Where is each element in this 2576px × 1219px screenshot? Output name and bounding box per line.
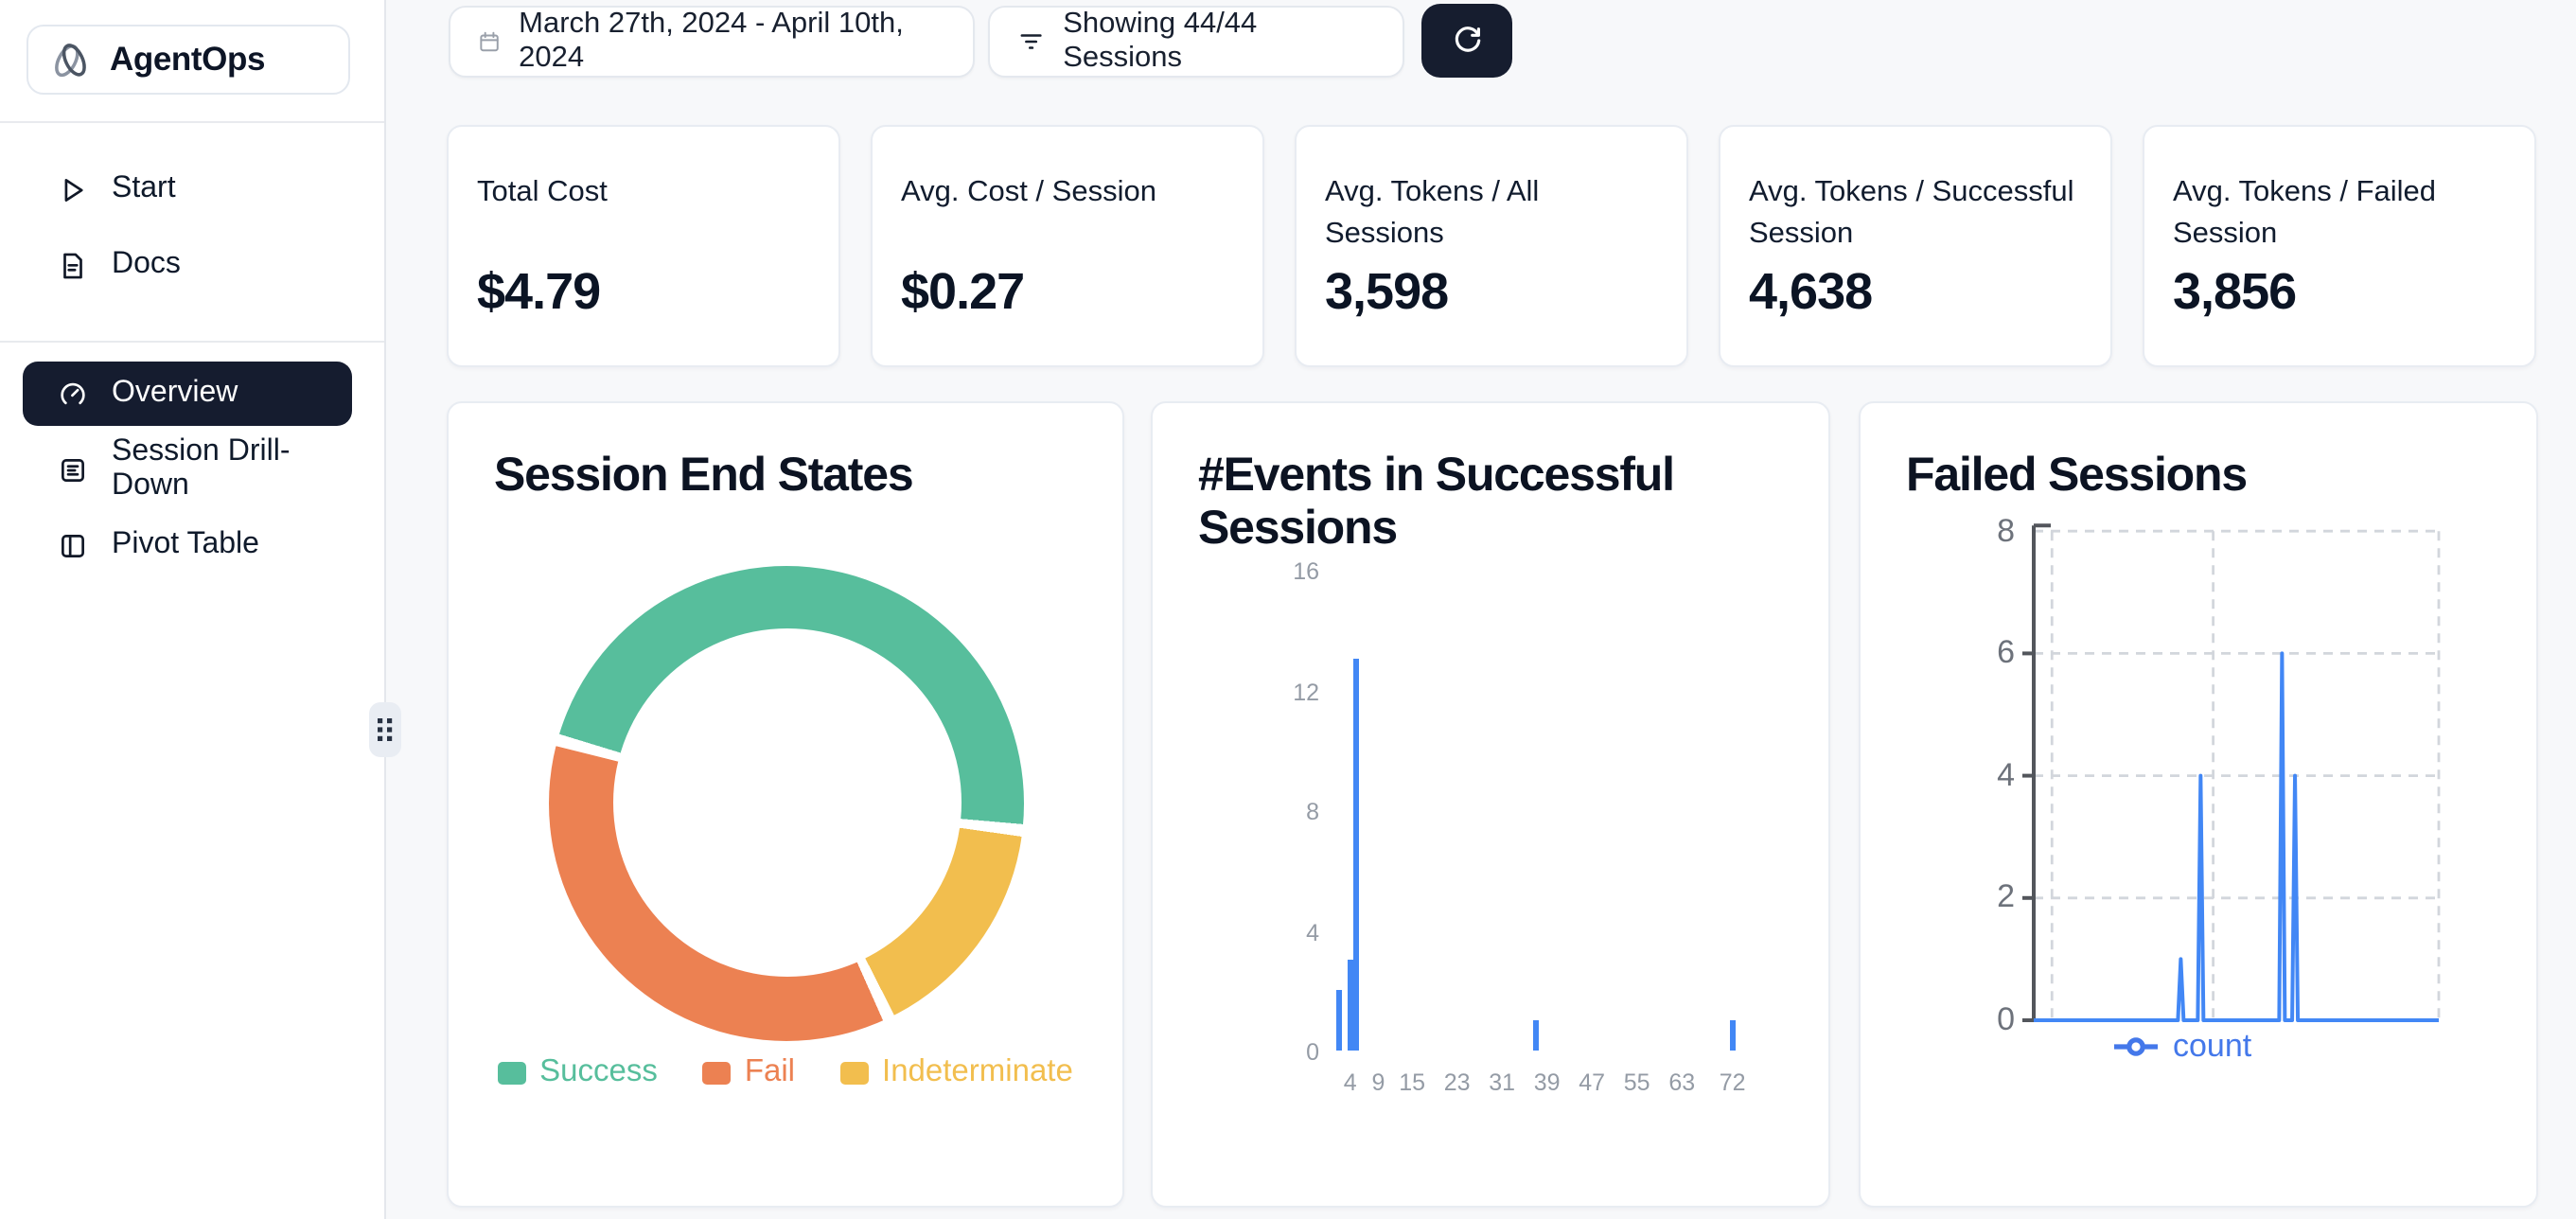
- refresh-icon: [1454, 26, 1480, 52]
- stat-label: Avg. Tokens / Failed Session: [2173, 176, 2437, 250]
- sidebar-item-label: Docs: [112, 248, 181, 280]
- y-axis-tick-label: 0: [1306, 1039, 1319, 1067]
- date-range-label: March 27th, 2024 - April 10th, 2024: [519, 8, 904, 74]
- histogram-bar: [1729, 1019, 1736, 1051]
- legend-label: Fail: [744, 1054, 796, 1088]
- stat-label: Avg. Tokens / Successful Session: [1749, 176, 2074, 250]
- stat-value: 3,598: [1325, 263, 1449, 320]
- x-axis-tick-label: 55: [1623, 1069, 1650, 1096]
- stat-card-avg-cost-session: Avg. Cost / Session $0.27: [871, 125, 1264, 367]
- app-logo[interactable]: AgentOps: [26, 25, 350, 95]
- filter-label: Showing 44/44 Sessions: [1063, 8, 1258, 74]
- play-icon: [64, 178, 83, 201]
- failed-sessions-card: Failed Sessions 0 2 4 6 8 count: [1859, 401, 2538, 1208]
- sidebar-item-session-drill-down[interactable]: Session Drill-Down: [23, 435, 352, 502]
- stat-card-avg-tokens-all: Avg. Tokens / All Sessions 3,598: [1295, 125, 1688, 367]
- sidebar-item-overview[interactable]: Overview: [23, 362, 352, 426]
- failed-sessions-plot: 0 2 4 6 8: [1861, 403, 2536, 1206]
- pivot-table-icon: [62, 534, 84, 556]
- stat-card-avg-tokens-successful: Avg. Tokens / Successful Session 4,638: [1719, 125, 2112, 367]
- events-in-successful-sessions-card: #Events in Successful Sessions 0 4 8 12 16 4 9…: [1151, 401, 1830, 1208]
- y-axis-tick-label: 0: [1997, 1001, 2015, 1037]
- stat-label: Avg. Tokens / All Sessions: [1325, 176, 1540, 250]
- sidebar-item-label: Session Drill-Down: [112, 435, 291, 502]
- refresh-button[interactable]: [1421, 4, 1512, 78]
- x-axis-tick-label: 23: [1443, 1069, 1471, 1096]
- histogram-bar: [1335, 989, 1342, 1051]
- stat-card-total-cost: Total Cost $4.79: [447, 125, 840, 367]
- legend-swatch: [702, 1061, 732, 1084]
- stat-value: 3,856: [2173, 263, 2297, 320]
- legend-swatch: [498, 1061, 527, 1084]
- sidebar-resize-handle[interactable]: [369, 702, 401, 757]
- sidebar-item-docs[interactable]: Docs: [23, 233, 352, 297]
- gauge-icon: [61, 381, 85, 404]
- sidebar-item-pivot-table[interactable]: Pivot Table: [23, 513, 352, 577]
- y-axis-tick-label: 2: [1997, 878, 2015, 915]
- events-histogram-plot: 0 4 8 12 16 4 9 15 23 31 39 47 55 63 72: [1153, 403, 1828, 1206]
- sidebar-item-label: Overview: [112, 377, 238, 409]
- legend-item-success[interactable]: Success: [498, 1054, 658, 1090]
- y-axis-tick-label: 12: [1293, 679, 1319, 706]
- legend-label: count: [2173, 1028, 2252, 1064]
- sidebar-item-start[interactable]: Start: [23, 157, 352, 221]
- sidebar: AgentOps Start Docs Overview: [0, 0, 386, 1219]
- session-list-icon: [62, 458, 84, 481]
- session-end-states-card: Session End States Success Fail Indeterm…: [447, 401, 1124, 1208]
- stat-value: 4,638: [1749, 263, 1873, 320]
- failed-sessions-svg: [2022, 523, 2441, 1022]
- y-axis-tick-label: 8: [1306, 799, 1319, 826]
- legend-item-indeterminate[interactable]: Indeterminate: [840, 1054, 1073, 1090]
- donut-hole: [612, 628, 961, 977]
- document-icon: [63, 252, 82, 278]
- histogram-bar: [1347, 960, 1353, 1051]
- chart-title: #Events in Successful Sessions: [1198, 449, 1675, 555]
- histogram-bar: [1352, 659, 1359, 1051]
- x-axis-tick-label: 47: [1579, 1069, 1606, 1096]
- legend-item-fail[interactable]: Fail: [702, 1054, 796, 1090]
- stat-value: $4.79: [477, 263, 601, 320]
- sidebar-item-label: Pivot Table: [112, 528, 259, 560]
- legend-label: Indeterminate: [882, 1054, 1073, 1088]
- y-axis-tick-label: 6: [1997, 634, 2015, 671]
- agentops-logo-icon: [47, 36, 95, 83]
- stat-label: Avg. Cost / Session: [901, 176, 1156, 208]
- legend-label: Success: [539, 1054, 658, 1088]
- chart-title: Failed Sessions: [1906, 449, 2248, 502]
- donut-legend: Success Fail Indeterminate: [449, 1054, 1122, 1090]
- x-axis-tick-label: 9: [1371, 1069, 1385, 1096]
- x-axis-tick-label: 72: [1719, 1069, 1746, 1096]
- app-title: AgentOps: [110, 40, 266, 78]
- filter-icon: [1020, 34, 1042, 49]
- histogram-bar: [1532, 1019, 1539, 1051]
- sidebar-item-label: Start: [112, 172, 176, 204]
- calendar-icon: [480, 31, 499, 52]
- stat-value: $0.27: [901, 263, 1025, 320]
- y-axis-tick-label: 4: [1997, 756, 2015, 793]
- session-filter-button[interactable]: Showing 44/44 Sessions: [988, 6, 1404, 78]
- date-range-button[interactable]: March 27th, 2024 - April 10th, 2024: [449, 6, 975, 78]
- x-axis-tick-label: 15: [1399, 1069, 1425, 1096]
- stat-card-avg-tokens-failed: Avg. Tokens / Failed Session 3,856: [2143, 125, 2536, 367]
- stat-label: Total Cost: [477, 176, 608, 208]
- x-axis-tick-label: 63: [1668, 1069, 1696, 1096]
- sidebar-divider: [0, 121, 384, 123]
- y-axis-tick-label: 4: [1306, 919, 1319, 946]
- count-legend-item[interactable]: count: [2112, 1028, 2251, 1066]
- grip-dots-icon: [378, 718, 393, 741]
- x-axis-tick-label: 39: [1533, 1069, 1561, 1096]
- x-axis-tick-label: 31: [1489, 1069, 1516, 1096]
- y-axis-tick-label: 8: [1997, 512, 2015, 549]
- sidebar-divider: [0, 341, 384, 343]
- chart-title: Session End States: [494, 449, 914, 502]
- line-series-marker-icon: [2114, 1037, 2158, 1056]
- legend-swatch: [840, 1061, 870, 1084]
- y-axis-tick-label: 16: [1293, 558, 1319, 585]
- x-axis-tick-label: 4: [1343, 1069, 1357, 1096]
